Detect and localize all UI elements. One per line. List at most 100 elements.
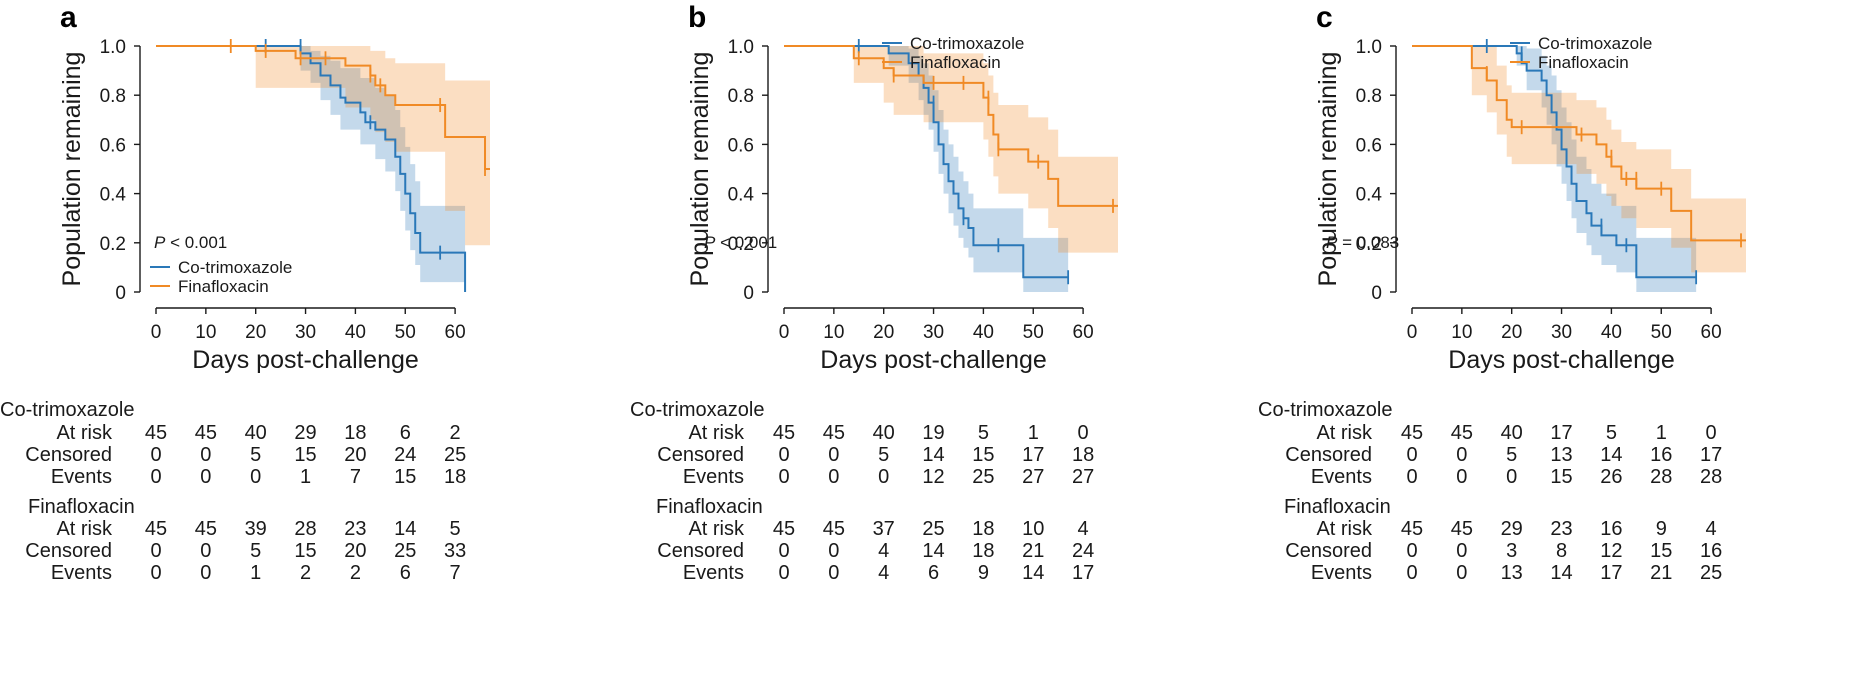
x-axis-label: Days post-challenge [192, 346, 419, 374]
risk-cell-value: 25 [444, 444, 466, 466]
risk-cell-value: 45 [773, 518, 795, 540]
panel-b: b 0 0.2 0.4 0.6 0.8 1.0 0 10 20 30 40 50 60 Days post-… [628, 0, 1258, 683]
risk-cell-value: 15 [294, 540, 316, 562]
risk-cell-value: 0 [200, 540, 211, 562]
risk-cell-value: 17 [1550, 422, 1572, 444]
legend-label-co-trimoxazole: Co-trimoxazole [1538, 34, 1652, 53]
finafloxacin-curve [1412, 45, 1746, 242]
risk-cell-value: 1 [250, 562, 261, 584]
risk-cell-value: 19 [922, 422, 944, 444]
p-symbol: P [154, 233, 166, 252]
risk-cell-value: 14 [394, 518, 416, 540]
risk-cell-value: 28 [1700, 466, 1722, 488]
risk-cell-value: 0 [150, 466, 161, 488]
risk-cell-value: 15 [972, 444, 994, 466]
p-value-text: < 0.001 [715, 233, 777, 252]
risk-row-label: Censored [657, 540, 744, 562]
risk-cell-value: 13 [1550, 444, 1572, 466]
y-tick-label: 0.2 [728, 234, 754, 255]
risk-cell-value: 14 [922, 540, 944, 562]
risk-cell-value: 0 [778, 466, 789, 488]
risk-cell-value: 45 [1401, 518, 1423, 540]
risk-cell-value: 6 [400, 562, 411, 584]
risk-cell-value: 20 [344, 540, 366, 562]
y-tick-label: 0.2 [100, 234, 126, 255]
risk-table-group-finafloxacin: Finafloxacin [28, 496, 135, 518]
risk-cell-value: 0 [1078, 422, 1089, 444]
risk-row-label: At risk [56, 422, 113, 444]
risk-cell-value: 17 [1072, 562, 1094, 584]
risk-cell-value: 27 [1022, 466, 1044, 488]
x-tick-label: 30 [923, 322, 944, 343]
risk-cell-value: 6 [400, 422, 411, 444]
risk-cell-value: 0 [1506, 466, 1517, 488]
risk-cell-value: 18 [444, 466, 466, 488]
finafloxacin-curve [156, 45, 490, 170]
y-tick-label: 0 [115, 283, 126, 304]
risk-cell-value: 18 [972, 540, 994, 562]
co-trimoxazole-ci-band [784, 46, 1069, 292]
risk-cell-value: 9 [978, 562, 989, 584]
y-tick-label: 0.2 [1356, 234, 1382, 255]
risk-cell-value: 5 [878, 444, 889, 466]
risk-cell-value: 29 [1501, 518, 1523, 540]
x-tick-label: 10 [823, 322, 844, 343]
risk-cell-value: 15 [294, 444, 316, 466]
risk-cell-value: 18 [1072, 444, 1094, 466]
legend-label-finafloxacin: Finafloxacin [178, 277, 269, 296]
risk-row-label: Events [1311, 466, 1372, 488]
risk-row-label: Events [51, 466, 112, 488]
risk-cell-value: 45 [823, 518, 845, 540]
x-axis-label: Days post-challenge [820, 346, 1047, 374]
risk-cell-value: 24 [394, 444, 416, 466]
legend-label-finafloxacin: Finafloxacin [1538, 53, 1629, 72]
risk-cell-value: 0 [150, 562, 161, 584]
risk-cell-value: 40 [873, 422, 895, 444]
x-tick-label: 50 [395, 322, 416, 343]
risk-cell-value: 0 [1456, 540, 1467, 562]
panel-a: a 0 0.2 0.4 0.6 0.8 1.0 0 10 20 30 40 50 60 Days post-… [0, 0, 630, 683]
risk-cell-value: 14 [1022, 562, 1044, 584]
risk-row-label: Events [51, 562, 112, 584]
y-tick-label: 0 [1371, 283, 1382, 304]
risk-cell-value: 14 [1600, 444, 1622, 466]
risk-cell-value: 16 [1650, 444, 1672, 466]
p-symbol: P [704, 233, 716, 252]
risk-cell-value: 45 [145, 422, 167, 444]
x-tick-label: 20 [873, 322, 894, 343]
x-tick-label: 60 [1701, 322, 1722, 343]
risk-cell-value: 14 [922, 444, 944, 466]
risk-cell-value: 15 [1550, 466, 1572, 488]
y-tick-label: 0.8 [728, 86, 754, 107]
risk-cell-value: 45 [1451, 518, 1473, 540]
risk-cell-value: 5 [1606, 422, 1617, 444]
risk-cell-value: 45 [1451, 422, 1473, 444]
risk-cell-value: 29 [294, 422, 316, 444]
risk-cell-value: 17 [1022, 444, 1044, 466]
co-trimoxazole-curve [1412, 45, 1697, 279]
risk-table-group-co-trimoxazole: Co-trimoxazole [1258, 399, 1392, 421]
p-symbol: P [1326, 233, 1338, 252]
risk-cell-value: 23 [1550, 518, 1572, 540]
risk-cell-value: 16 [1600, 518, 1622, 540]
risk-cell-value: 1 [1028, 422, 1039, 444]
risk-cell-value: 0 [200, 444, 211, 466]
risk-cell-value: 45 [1401, 422, 1423, 444]
y-tick-label: 0.6 [728, 135, 754, 156]
y-tick-label: 0.6 [1356, 135, 1382, 156]
risk-cell-value: 15 [394, 466, 416, 488]
panel-letter: c [1316, 1, 1333, 34]
risk-cell-value: 0 [1406, 540, 1417, 562]
risk-cell-value: 2 [450, 422, 461, 444]
risk-cell-value: 26 [1600, 466, 1622, 488]
risk-cell-value: 4 [878, 562, 889, 584]
risk-cell-value: 45 [823, 422, 845, 444]
legend-label-co-trimoxazole: Co-trimoxazole [910, 34, 1024, 53]
risk-cell-value: 0 [878, 466, 889, 488]
x-tick-label: 40 [973, 322, 994, 343]
risk-cell-value: 28 [1650, 466, 1672, 488]
risk-row-label: Events [683, 466, 744, 488]
risk-cell-value: 45 [195, 422, 217, 444]
